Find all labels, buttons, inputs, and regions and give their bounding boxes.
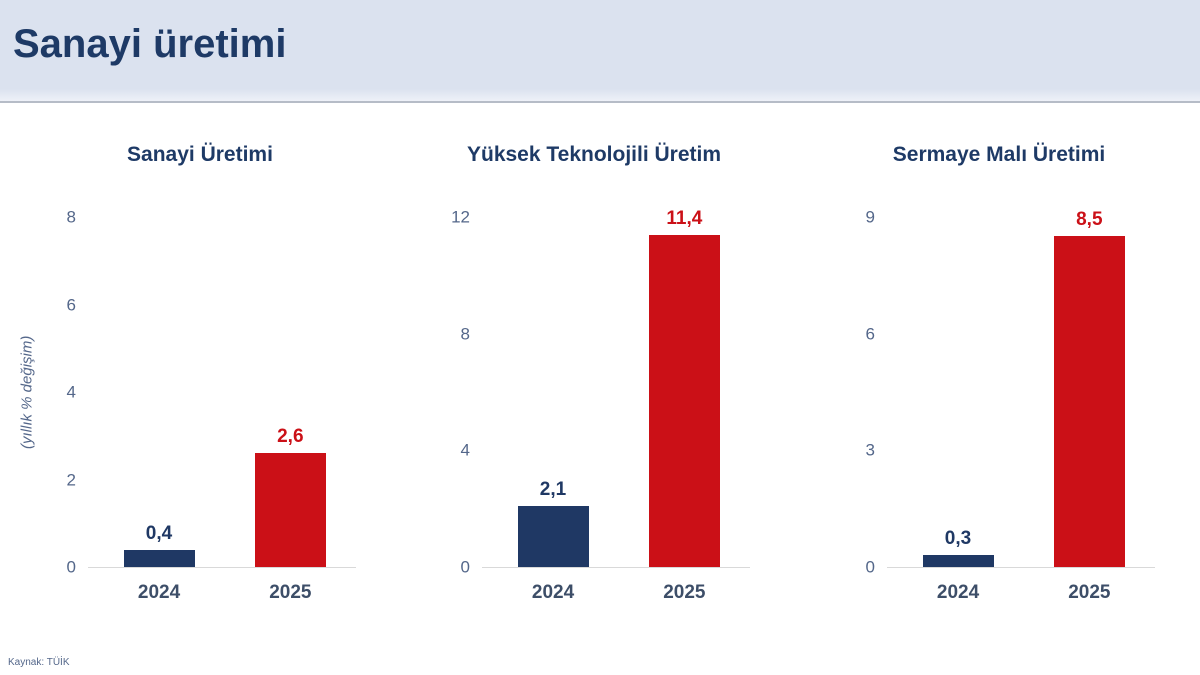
plot-area: 2,1 11,4 — [482, 209, 750, 568]
bar-2024 — [517, 505, 589, 567]
plot-wrap: 0 3 6 9 0,3 8,5 — [843, 209, 1155, 576]
x-category-label: 2024 — [137, 582, 181, 603]
chart-title: Sermaye Malı Üretimi — [892, 143, 1106, 166]
chart-yuksek-teknolojili-uretim: Yüksek Teknolojili Üretim 0 4 8 12 2,1 11,4 … — [438, 140, 750, 608]
chart-sanayi-uretimi: Sanayi Üretimi 0 2 4 6 8 0,4 2,6 2024 2025 — [44, 140, 356, 608]
bar-2024 — [922, 555, 994, 567]
y-tick-label: 6 — [66, 295, 76, 314]
x-category-label: 2025 — [269, 582, 312, 603]
x-category-label: 2025 — [1068, 582, 1111, 603]
y-axis: 0 3 6 9 — [843, 209, 887, 576]
page-title: Sanayi üretimi — [13, 22, 287, 66]
chart-title: Sanayi Üretimi — [127, 143, 273, 166]
bar-2025 — [254, 453, 326, 567]
value-label: 2,1 — [539, 478, 567, 500]
x-category-label: 2025 — [663, 582, 706, 603]
plot-area: 0,3 8,5 — [887, 210, 1155, 568]
y-tick-label: 6 — [865, 324, 875, 344]
value-label: 11,4 — [666, 207, 703, 229]
value-label: 0,3 — [944, 528, 972, 550]
bar-2025 — [1053, 236, 1125, 567]
x-category-label: 2024 — [531, 582, 575, 603]
y-tick-label: 12 — [451, 207, 470, 227]
charts-row: (yıllık % değişim) Sanayi Üretimi 0 2 4 6 8 … — [10, 140, 1155, 608]
bar-2025 — [648, 234, 720, 567]
y-tick-label: 0 — [865, 557, 875, 577]
plot-wrap: 0 2 4 6 8 0,4 2,6 — [44, 209, 356, 576]
value-label: 0,4 — [145, 522, 173, 544]
y-tick-label: 3 — [865, 440, 875, 460]
chart-title: Yüksek Teknolojili Üretim — [466, 143, 722, 166]
y-tick-label: 4 — [66, 382, 76, 402]
x-category-label: 2024 — [936, 582, 980, 603]
x-axis: 2024 2025 — [482, 568, 750, 608]
y-axis: 0 4 8 12 — [438, 209, 482, 576]
y-axis: 0 2 4 6 8 — [44, 209, 88, 576]
y-tick-label: 9 — [865, 207, 875, 227]
bar-2024 — [123, 549, 195, 567]
plot-wrap: 0 4 8 12 2,1 11,4 — [438, 209, 750, 576]
x-axis: 2024 2025 — [88, 568, 356, 608]
y-tick-label: 2 — [66, 470, 76, 489]
y-axis-unit-strip: (yıllık % değişim) — [10, 217, 44, 567]
x-axis: 2024 2025 — [887, 568, 1155, 608]
value-label: 2,6 — [277, 426, 304, 448]
y-tick-label: 8 — [460, 324, 470, 344]
y-tick-label: 4 — [460, 440, 470, 460]
y-axis-unit-label: (yıllık % değişim) — [18, 335, 36, 449]
plot-area: 0,4 2,6 — [88, 217, 356, 568]
slide-header: Sanayi üretimi — [0, 0, 1200, 103]
y-tick-label: 0 — [460, 557, 470, 577]
y-tick-label: 0 — [66, 557, 76, 577]
value-label: 8,5 — [1076, 209, 1103, 231]
y-tick-label: 8 — [66, 207, 76, 227]
source-note: Kaynak: TÜİK — [8, 657, 70, 668]
